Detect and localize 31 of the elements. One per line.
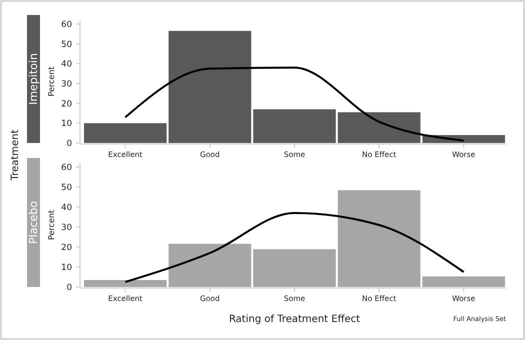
y-tick-label: 50 bbox=[61, 182, 72, 193]
y-tick-label: 10 bbox=[61, 119, 72, 130]
bar bbox=[338, 112, 420, 143]
bar bbox=[253, 249, 336, 287]
bar bbox=[338, 190, 420, 287]
y-tick-label: 40 bbox=[61, 202, 72, 213]
bar bbox=[84, 123, 167, 143]
y-axis-title: Percent bbox=[47, 66, 56, 97]
bar bbox=[253, 109, 336, 143]
bar bbox=[84, 280, 167, 287]
y-tick-label: 40 bbox=[61, 60, 72, 70]
text: Placebo bbox=[27, 200, 40, 244]
y-tick-label: 20 bbox=[61, 99, 72, 110]
line-series bbox=[124, 212, 465, 283]
y-tick-label: 0 bbox=[66, 138, 72, 149]
bar bbox=[422, 276, 505, 287]
x-axis-title: Rating of Treatment Effect bbox=[228, 314, 360, 325]
y-tick-label: 0 bbox=[66, 282, 72, 293]
text: Treatment bbox=[10, 129, 21, 182]
bar bbox=[168, 30, 252, 143]
text: Imepitoin bbox=[27, 53, 40, 105]
y-tick-label: 60 bbox=[61, 162, 72, 173]
y-tick-label: 30 bbox=[61, 222, 72, 233]
bar bbox=[168, 244, 252, 287]
y-tick-label: 30 bbox=[61, 79, 72, 90]
line-series bbox=[124, 66, 465, 142]
y-tick-label: 20 bbox=[61, 242, 72, 253]
y-tick-label: 50 bbox=[61, 40, 72, 50]
y-axis-title: Percent bbox=[47, 210, 56, 240]
y-tick-label: 60 bbox=[61, 20, 72, 30]
y-tick-label: 10 bbox=[61, 262, 72, 273]
